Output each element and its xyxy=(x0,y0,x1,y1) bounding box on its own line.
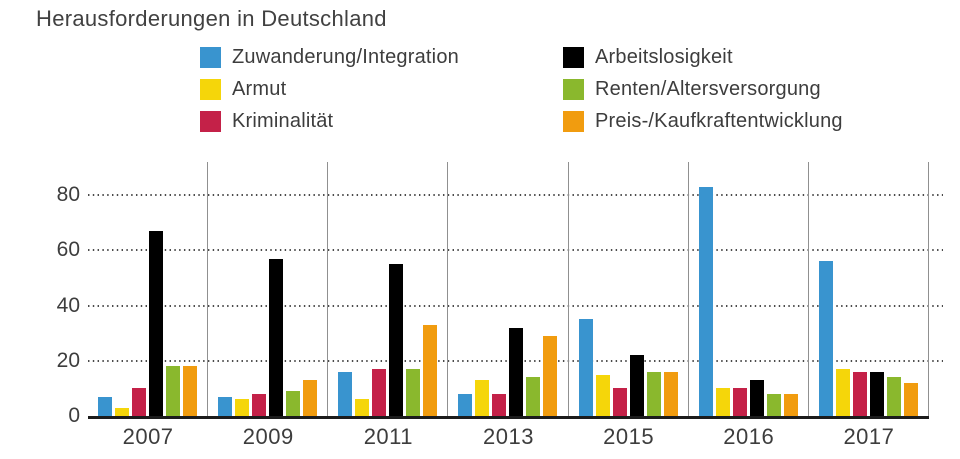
legend-swatch-icon xyxy=(563,110,584,132)
gridline xyxy=(88,194,943,197)
bar xyxy=(235,399,250,416)
bar-group-2009 xyxy=(208,162,329,416)
bar xyxy=(252,394,267,416)
x-axis-labels: 2007 2009 2011 2013 2015 2016 2017 xyxy=(88,424,929,450)
legend-item: Kriminalität xyxy=(200,110,563,132)
legend-label: Preis-/Kaufkraftentwicklung xyxy=(595,109,843,132)
legend-swatch-icon xyxy=(563,46,584,68)
x-tick-label: 2013 xyxy=(483,424,534,449)
bar xyxy=(715,388,730,416)
bar xyxy=(269,259,284,416)
bar xyxy=(338,372,353,416)
x-tick-label: 2007 xyxy=(122,424,174,449)
bar xyxy=(149,231,164,416)
legend-label: Kriminalität xyxy=(232,109,334,132)
y-tick-label: 20 xyxy=(56,348,80,372)
bar xyxy=(783,394,798,416)
bar xyxy=(423,325,438,416)
bar xyxy=(698,187,713,416)
bar xyxy=(886,377,901,416)
x-tick-label: 2009 xyxy=(242,424,294,449)
y-axis-tick-labels: 0 20 40 60 80 xyxy=(0,0,80,459)
bar xyxy=(115,408,130,416)
y-tick-label: 40 xyxy=(56,293,80,317)
legend-label: Zuwanderung/Integration xyxy=(232,45,459,68)
bar-group-2007 xyxy=(88,162,209,416)
bar xyxy=(543,336,558,416)
bar xyxy=(818,261,833,416)
bar xyxy=(629,355,644,416)
bar xyxy=(852,372,867,416)
legend-label: Armut xyxy=(232,77,287,100)
legend-item: Arbeitslosigkeit xyxy=(563,46,843,68)
bar xyxy=(749,380,764,416)
gridline xyxy=(88,249,943,252)
x-tick-label: 2011 xyxy=(363,424,413,449)
bar-group-2017 xyxy=(809,162,929,416)
bar xyxy=(98,397,113,416)
bar xyxy=(903,383,918,416)
bar xyxy=(526,377,541,416)
legend-item: Armut xyxy=(200,78,563,100)
bar-group-2015 xyxy=(569,162,689,416)
bar-group-2016 xyxy=(689,162,809,416)
bar xyxy=(372,369,387,416)
bar xyxy=(835,369,850,416)
bar xyxy=(492,394,507,416)
bar xyxy=(458,394,473,416)
legend-item: Renten/Altersversorgung xyxy=(563,78,843,100)
bar xyxy=(406,369,421,416)
legend-item: Zuwanderung/Integration xyxy=(200,46,563,68)
bar xyxy=(595,375,610,416)
gridline xyxy=(88,304,943,307)
bar xyxy=(578,319,593,416)
bar xyxy=(766,394,781,416)
plot-area xyxy=(88,162,943,419)
legend-label: Arbeitslosigkeit xyxy=(595,45,733,68)
x-tick-label: 2017 xyxy=(843,424,895,449)
bar xyxy=(166,366,181,416)
bar xyxy=(389,264,404,416)
bar xyxy=(663,372,678,416)
chart-legend: Zuwanderung/Integration Arbeitslosigkeit A… xyxy=(200,46,843,132)
bar xyxy=(732,388,747,416)
bar-group-2011 xyxy=(328,162,449,416)
bar xyxy=(646,372,661,416)
y-tick-label: 60 xyxy=(56,238,80,262)
bar xyxy=(132,388,147,416)
bar xyxy=(612,388,627,416)
bar xyxy=(183,366,198,416)
bar xyxy=(286,391,301,416)
legend-item: Preis-/Kaufkraftentwicklung xyxy=(563,110,843,132)
bar-group-2013 xyxy=(448,162,569,416)
bar xyxy=(475,380,490,416)
legend-swatch-icon xyxy=(200,46,221,68)
bar xyxy=(355,399,370,416)
bar xyxy=(509,328,524,416)
bar xyxy=(303,380,318,416)
y-tick-label: 0 xyxy=(68,404,80,427)
legend-label: Renten/Altersversorgung xyxy=(595,77,821,100)
legend-swatch-icon xyxy=(200,78,221,100)
legend-swatch-icon xyxy=(563,78,584,100)
bar xyxy=(869,372,884,416)
y-tick-label: 80 xyxy=(56,183,80,207)
bar xyxy=(218,397,233,416)
legend-swatch-icon xyxy=(200,110,221,132)
x-tick-label: 2016 xyxy=(723,424,775,449)
x-tick-label: 2015 xyxy=(603,424,655,449)
bar-groups xyxy=(88,162,929,416)
chart-title: Herausforderungen in Deutschland xyxy=(36,6,387,31)
